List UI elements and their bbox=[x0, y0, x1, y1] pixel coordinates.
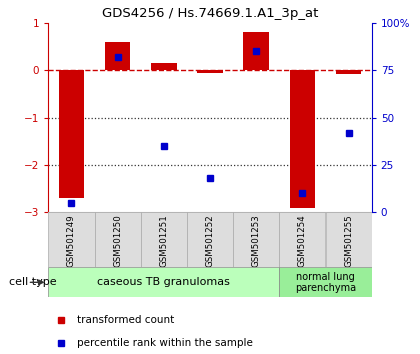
Bar bbox=[244, 33, 269, 70]
Bar bbox=[326, 212, 372, 267]
Text: GSM501249: GSM501249 bbox=[67, 214, 76, 267]
Text: GSM501254: GSM501254 bbox=[298, 214, 307, 267]
Bar bbox=[187, 212, 233, 267]
Text: GSM501252: GSM501252 bbox=[205, 214, 215, 267]
Text: GSM501251: GSM501251 bbox=[159, 214, 168, 267]
Title: GDS4256 / Hs.74669.1.A1_3p_at: GDS4256 / Hs.74669.1.A1_3p_at bbox=[102, 7, 318, 21]
Bar bbox=[141, 212, 187, 267]
Bar bbox=[59, 70, 84, 198]
Bar bbox=[151, 63, 176, 70]
Bar bbox=[94, 212, 141, 267]
Bar bbox=[233, 212, 279, 267]
Text: GSM501255: GSM501255 bbox=[344, 214, 353, 267]
Bar bbox=[279, 212, 326, 267]
Bar bbox=[48, 267, 279, 297]
Text: transformed count: transformed count bbox=[77, 315, 175, 325]
Text: caseous TB granulomas: caseous TB granulomas bbox=[97, 277, 230, 287]
Text: percentile rank within the sample: percentile rank within the sample bbox=[77, 338, 253, 348]
Text: GSM501250: GSM501250 bbox=[113, 214, 122, 267]
Text: GSM501253: GSM501253 bbox=[252, 214, 261, 267]
Bar bbox=[105, 42, 130, 70]
Text: normal lung
parenchyma: normal lung parenchyma bbox=[295, 272, 356, 293]
Text: cell type: cell type bbox=[9, 277, 57, 287]
Bar bbox=[197, 70, 223, 73]
Bar bbox=[279, 267, 372, 297]
Bar bbox=[336, 70, 361, 74]
Bar bbox=[290, 70, 315, 208]
Bar bbox=[48, 212, 94, 267]
